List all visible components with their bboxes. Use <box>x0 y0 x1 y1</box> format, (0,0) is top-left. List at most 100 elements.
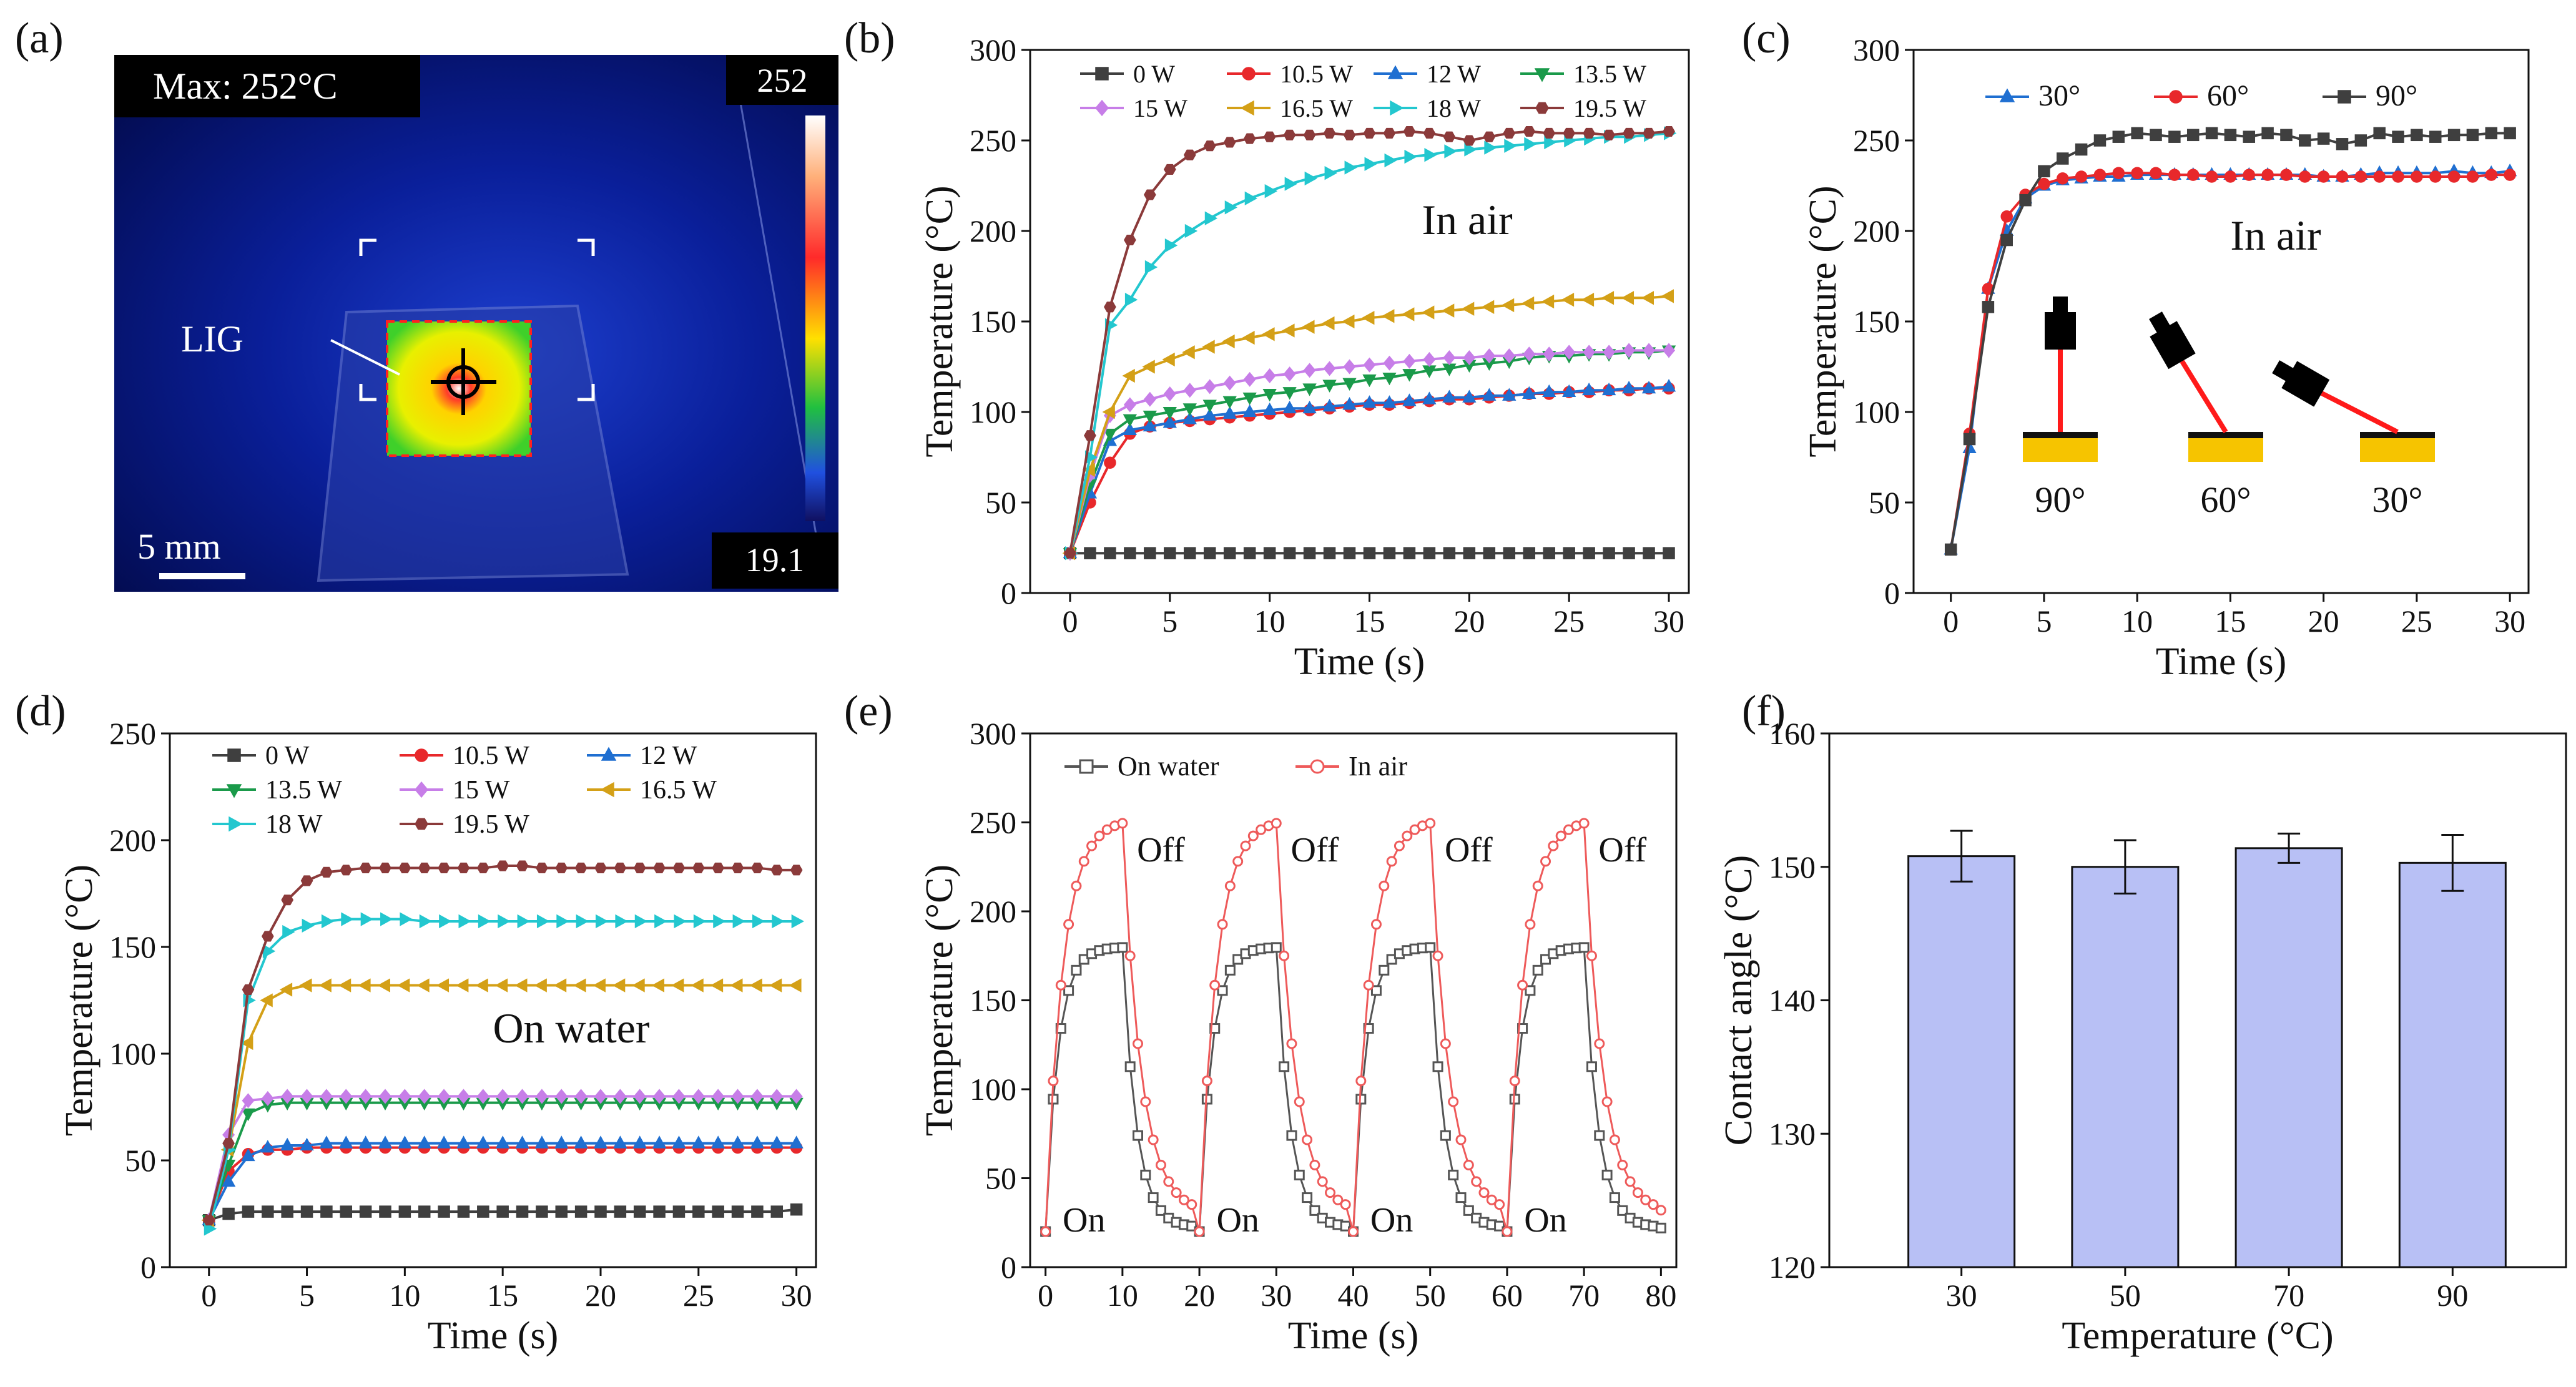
data-point <box>1262 327 1275 341</box>
data-point <box>594 1205 607 1218</box>
data-point <box>1204 211 1218 225</box>
laser-head-icon <box>2045 312 2076 350</box>
data-point <box>633 1205 646 1218</box>
legend-label: 16.5 W <box>640 776 717 805</box>
data-point <box>1182 411 1197 424</box>
data-point <box>400 912 413 926</box>
data-point <box>516 1089 529 1104</box>
data-point <box>1282 400 1297 414</box>
data-point <box>751 862 764 874</box>
data-point <box>1422 305 1435 320</box>
data-point <box>1304 171 1317 186</box>
laser-head-icon <box>2150 321 2196 370</box>
data-point <box>1103 428 1118 442</box>
data-point <box>1055 979 1066 991</box>
data-point <box>1517 979 1528 991</box>
laser-head-top <box>2053 297 2068 314</box>
panel-label-d: (d) <box>15 687 66 735</box>
data-point <box>2168 169 2181 181</box>
data-point <box>1143 391 1156 407</box>
data-point <box>596 914 609 929</box>
data-point <box>1623 127 1635 139</box>
data-point <box>1563 127 1576 139</box>
data-point <box>1583 547 1595 559</box>
legend-marker <box>227 748 241 762</box>
data-point <box>282 924 295 939</box>
data-point <box>2280 169 2293 181</box>
data-point <box>1640 1194 1651 1205</box>
data-point <box>1194 1226 1205 1237</box>
data-point <box>281 894 294 906</box>
data-point <box>1064 547 1076 559</box>
y-tick-label: 160 <box>1769 716 1816 751</box>
data-point <box>1471 1176 1482 1187</box>
data-point <box>2280 129 2293 142</box>
data-point <box>653 1205 666 1218</box>
data-point <box>1383 127 1396 139</box>
data-point <box>1148 1134 1159 1145</box>
data-point <box>436 1135 451 1149</box>
data-point <box>1232 856 1244 867</box>
data-point <box>1583 127 1596 139</box>
data-point <box>515 1135 529 1149</box>
data-point <box>594 862 607 874</box>
data-point <box>576 914 589 929</box>
off-label: Off <box>1137 831 1185 870</box>
data-point <box>1443 350 1456 365</box>
data-point <box>261 1090 274 1106</box>
x-tick-label: 90 <box>2437 1278 2468 1313</box>
x-tick-label: 25 <box>2401 604 2432 639</box>
data-point <box>1283 366 1296 382</box>
y-tick-label: 130 <box>1769 1116 1816 1151</box>
data-point <box>494 978 508 992</box>
data-point <box>654 914 667 929</box>
data-point <box>1463 1159 1474 1170</box>
data-point <box>1163 1176 1174 1187</box>
lig-pointer-line <box>330 339 400 376</box>
substrate-block <box>2188 437 2263 462</box>
data-point <box>1581 293 1595 307</box>
data-point <box>1561 293 1575 307</box>
data-point <box>1264 184 1277 198</box>
data-point <box>1123 234 1136 246</box>
legend-label: 18 W <box>265 810 323 839</box>
data-point <box>2485 169 2498 181</box>
legend-label: 10.5 W <box>453 742 529 770</box>
y-tick-label: 250 <box>970 123 1016 158</box>
data-point <box>1163 164 1176 175</box>
data-point <box>1178 1194 1189 1205</box>
data-point <box>1494 1199 1505 1210</box>
data-point <box>2038 177 2050 190</box>
y-tick-label: 0 <box>1884 576 1900 610</box>
data-point <box>1123 397 1136 413</box>
data-point <box>574 1089 587 1104</box>
data-point <box>2243 130 2256 143</box>
data-point <box>2168 130 2181 143</box>
legend-marker <box>415 781 428 798</box>
legend-label: On water <box>1118 751 1219 782</box>
data-point <box>1332 1194 1344 1205</box>
data-point <box>1203 379 1216 395</box>
data-point <box>1440 1130 1451 1141</box>
data-point <box>1524 137 1537 151</box>
data-point <box>534 978 547 992</box>
data-point <box>1504 139 1517 153</box>
series-line <box>207 1101 797 1221</box>
data-point <box>1342 378 1357 391</box>
data-point <box>1655 1205 1666 1216</box>
data-point <box>1425 942 1436 953</box>
data-point <box>1302 320 1315 334</box>
y-axis-label: Contact angle (°C) <box>1718 855 1760 1146</box>
y-tick-label: 100 <box>1853 395 1900 429</box>
data-point <box>2429 170 2442 183</box>
data-point <box>1440 1038 1451 1049</box>
data-point <box>2429 130 2442 143</box>
data-point <box>614 1205 627 1218</box>
bar-70 <box>2234 847 2343 1268</box>
data-point <box>1203 140 1216 152</box>
series-16.5-W <box>201 978 802 1227</box>
data-point <box>535 1089 548 1104</box>
data-point <box>1586 950 1597 961</box>
x-tick-label: 20 <box>585 1278 616 1313</box>
data-point <box>749 978 762 992</box>
